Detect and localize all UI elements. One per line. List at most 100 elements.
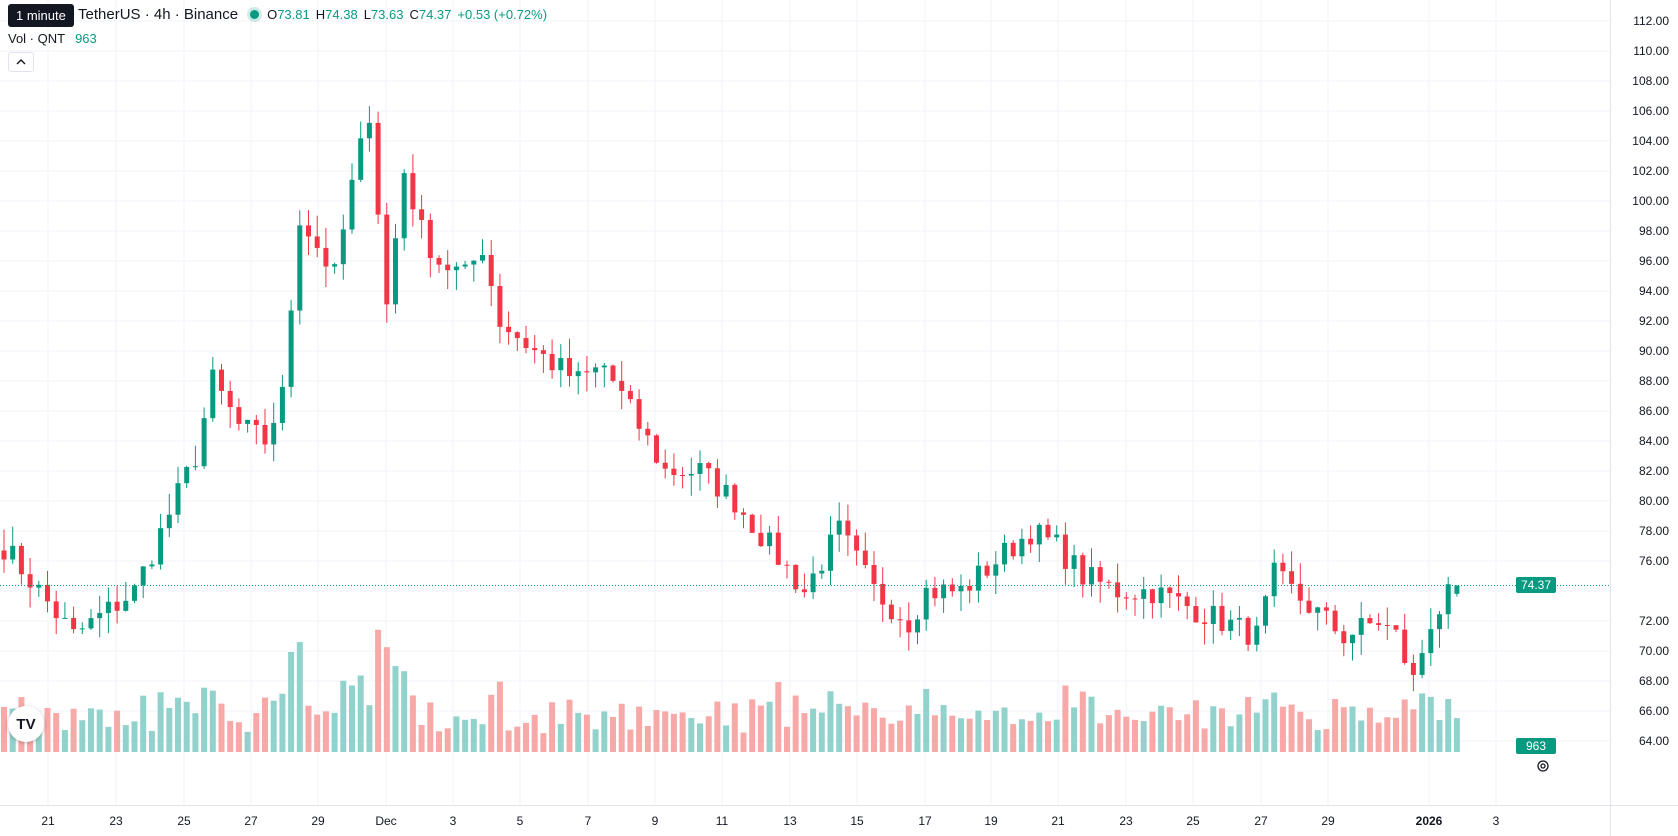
time-label: 23	[1119, 814, 1133, 828]
candle-body	[219, 369, 224, 391]
volume-bar	[114, 710, 121, 752]
volume-bar	[209, 690, 216, 752]
candle-body	[323, 247, 329, 267]
candle-body	[10, 545, 16, 560]
candle-body	[306, 225, 311, 237]
candle-body	[1263, 596, 1268, 626]
candle-body	[967, 585, 973, 591]
volume-bar	[122, 725, 129, 752]
candle-body	[1167, 587, 1173, 594]
volume-bar	[1088, 696, 1095, 752]
volume-bar	[1071, 707, 1078, 752]
candle-body	[1193, 606, 1199, 623]
candle-body	[453, 266, 459, 271]
volume-bar	[375, 629, 382, 752]
time-scale[interactable]: 21 23 25 27 29 Dec 3 5 7 9 11 13 15 17 19 21 23 25 27 29 202…	[0, 805, 1610, 836]
volume-bar	[1419, 693, 1426, 752]
volume-bar	[1436, 719, 1443, 752]
time-label: 29	[1321, 814, 1335, 828]
candle-body	[1045, 524, 1051, 538]
candle-body	[506, 326, 512, 333]
price-label: 64.00	[1638, 734, 1669, 748]
candle-body	[1062, 534, 1068, 569]
candle-body	[1445, 584, 1451, 615]
time-label: 3	[1492, 814, 1500, 828]
volume-bar	[966, 718, 973, 752]
volume-bar	[958, 718, 964, 752]
volume-bar	[401, 671, 408, 752]
candle-body	[27, 574, 33, 588]
volume-bar	[1349, 706, 1356, 752]
high-label: H	[315, 7, 326, 22]
volume-bar	[984, 720, 991, 752]
volume-bar	[314, 714, 321, 752]
low-label: L	[363, 7, 371, 22]
candle-body	[332, 264, 338, 267]
candle-body	[601, 365, 607, 368]
price-label: 80.00	[1638, 494, 1669, 508]
candle-body	[1036, 524, 1042, 545]
candle-body	[245, 419, 251, 424]
candle-body	[1454, 585, 1460, 594]
volume-bar	[479, 724, 486, 752]
chart-area[interactable]	[0, 0, 1610, 805]
candle-body	[1315, 607, 1321, 613]
candle-body	[201, 418, 207, 467]
close-label: C	[409, 7, 419, 22]
gear-icon[interactable]	[1536, 759, 1550, 773]
price-label: 72.00	[1638, 614, 1669, 628]
price-label: 98.00	[1638, 224, 1669, 238]
volume-bar	[879, 717, 886, 752]
volume-bar	[557, 723, 564, 752]
candle-body	[1097, 567, 1103, 582]
volume-bar	[636, 706, 643, 752]
candle-body	[1080, 555, 1086, 585]
candle-body	[236, 407, 242, 424]
candle-body	[941, 584, 947, 599]
volume-bar	[575, 712, 582, 752]
time-label: 3	[449, 814, 457, 828]
price-scale[interactable]: 112.00 110.00 108.00 106.00 104.00 102.00 100.…	[1610, 0, 1678, 805]
candle-body	[1350, 634, 1355, 644]
candle-body	[1158, 587, 1164, 604]
candle-body	[1306, 600, 1312, 613]
candle-body	[993, 564, 999, 576]
time-label: 9	[651, 814, 659, 828]
open-label: O	[267, 7, 278, 22]
candle-body	[984, 565, 990, 576]
candle-body	[314, 236, 320, 248]
volume-bar	[79, 720, 86, 752]
volume-bar	[566, 699, 573, 752]
volume-bar	[540, 733, 547, 752]
collapse-legend-button[interactable]	[8, 52, 34, 72]
candlestick-chart[interactable]	[0, 0, 1610, 805]
volume-bar	[1149, 711, 1156, 752]
volume-bar	[279, 693, 286, 752]
volume-bar	[201, 687, 208, 752]
volume-bar	[1314, 730, 1321, 752]
volume-bar	[1027, 720, 1034, 752]
time-label: 29	[311, 814, 325, 828]
candle-body	[227, 390, 233, 408]
volume-bar	[1, 706, 7, 752]
volume-bar	[244, 731, 251, 752]
volume-bar	[418, 725, 425, 752]
candle-body	[575, 371, 581, 377]
volume-label[interactable]: Vol · QNT	[8, 31, 66, 46]
candle-body	[549, 353, 555, 371]
candle-body	[393, 238, 398, 305]
volume-bar	[731, 703, 738, 752]
tradingview-logo[interactable]: TV	[8, 706, 44, 742]
symbol-title[interactable]: TetherUS · 4h · Binance	[78, 6, 239, 23]
volume-bar	[105, 726, 112, 752]
candle-body	[958, 585, 964, 592]
volume-bar	[1201, 728, 1208, 752]
candle-body	[775, 532, 781, 565]
candle-body	[1149, 589, 1155, 604]
volume-bar	[148, 730, 155, 752]
candle-body	[375, 122, 381, 215]
volume-bar	[757, 705, 764, 752]
volume-bar	[1401, 699, 1408, 752]
volume-bar	[1062, 685, 1069, 752]
